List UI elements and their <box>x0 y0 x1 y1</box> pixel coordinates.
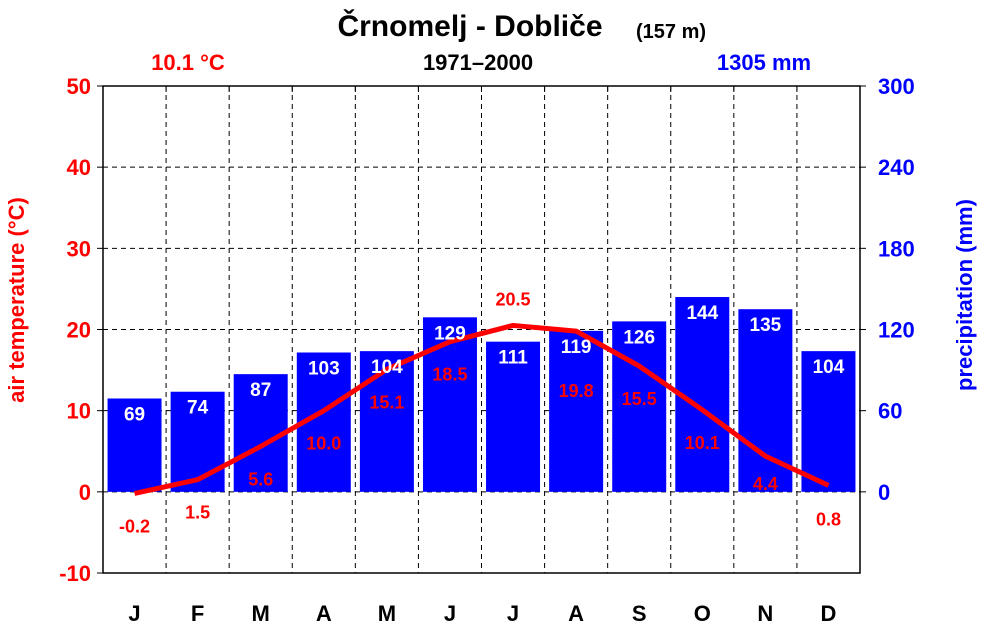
temperature-value-label: 5.6 <box>248 469 273 489</box>
precipitation-value-label: 104 <box>371 357 403 378</box>
precipitation-bar <box>359 351 414 492</box>
temperature-line <box>134 322 830 496</box>
precipitation-bar <box>107 398 162 492</box>
temperature-value-label: -0.2 <box>119 516 150 536</box>
precipitation-value-label: 87 <box>250 380 271 401</box>
x-tick-label: J <box>444 601 456 626</box>
x-tick-label: A <box>316 601 332 626</box>
precipitation-bar <box>170 391 225 492</box>
precipitation-value-label: 126 <box>623 327 655 348</box>
x-tick-label: A <box>568 601 584 626</box>
y-right-tick-label: 300 <box>878 74 915 99</box>
temperature-value-label: 4.4 <box>753 474 778 494</box>
precipitation-bar <box>233 374 288 492</box>
y-left-tick-label: 50 <box>67 74 91 99</box>
precipitation-bar <box>738 309 793 492</box>
annual-temperature: 10.1 °C <box>151 50 225 75</box>
precipitation-value-label: 69 <box>124 404 145 425</box>
precipitation-value-label: 135 <box>750 315 782 336</box>
x-tick-label: O <box>694 601 711 626</box>
annual-precipitation: 1305 mm <box>717 50 811 75</box>
x-tick-label: J <box>128 601 140 626</box>
precipitation-bar <box>422 317 477 492</box>
chart-title: Črnomelj - Dobliče <box>337 9 602 43</box>
x-tick-label: M <box>378 601 396 626</box>
temperature-value-label: 15.1 <box>369 392 404 412</box>
x-tick-label: F <box>191 601 204 626</box>
temperature-value-label: 18.5 <box>432 365 467 385</box>
temperature-value-label: 10.1 <box>685 433 720 453</box>
x-tick-label: J <box>507 601 519 626</box>
precipitation-bar <box>486 341 541 492</box>
temperature-value-label: 20.5 <box>496 289 531 309</box>
y-right-tick-label: 0 <box>878 480 890 505</box>
precipitation-value-label: 104 <box>813 357 845 378</box>
y-axis-right-label: precipitation (mm) <box>952 199 977 391</box>
precipitation-value-label: 129 <box>434 323 466 344</box>
period-label: 1971–2000 <box>423 50 533 75</box>
y-left-tick-label: -10 <box>59 561 91 586</box>
y-right-tick-label: 120 <box>878 318 915 343</box>
y-right-tick-label: 240 <box>878 155 915 180</box>
temperature-value-label: 10.0 <box>306 434 341 454</box>
temperature-value-label: 15.5 <box>622 389 657 409</box>
precipitation-bar <box>801 351 856 492</box>
precipitation-value-label: 111 <box>498 348 528 369</box>
precipitation-value-label: 144 <box>686 303 718 324</box>
y-right-tick-label: 60 <box>878 399 902 424</box>
elevation-label: (157 m) <box>636 21 706 43</box>
x-tick-label: M <box>252 601 270 626</box>
precipitation-value-label: 74 <box>187 398 209 419</box>
y-left-tick-label: 40 <box>67 155 91 180</box>
y-left-tick-label: 10 <box>67 399 91 424</box>
y-left-tick-label: 30 <box>67 236 91 261</box>
temperature-value-label: 0.8 <box>816 509 841 529</box>
x-tick-label: S <box>632 601 647 626</box>
y-left-tick-label: 20 <box>67 318 91 343</box>
temperature-value-label: 19.8 <box>559 381 594 401</box>
y-axis-left-label: air temperature (°C) <box>4 197 29 403</box>
y-right-tick-label: 180 <box>878 236 915 261</box>
precipitation-bar <box>549 330 604 492</box>
precipitation-value-label: 103 <box>308 358 340 379</box>
precipitation-value-label: 119 <box>561 337 592 358</box>
y-left-tick-label: 0 <box>79 480 91 505</box>
temperature-value-label: 1.5 <box>185 503 210 523</box>
x-tick-label: D <box>821 601 837 626</box>
precipitation-bar <box>612 321 667 492</box>
x-tick-label: N <box>757 601 773 626</box>
